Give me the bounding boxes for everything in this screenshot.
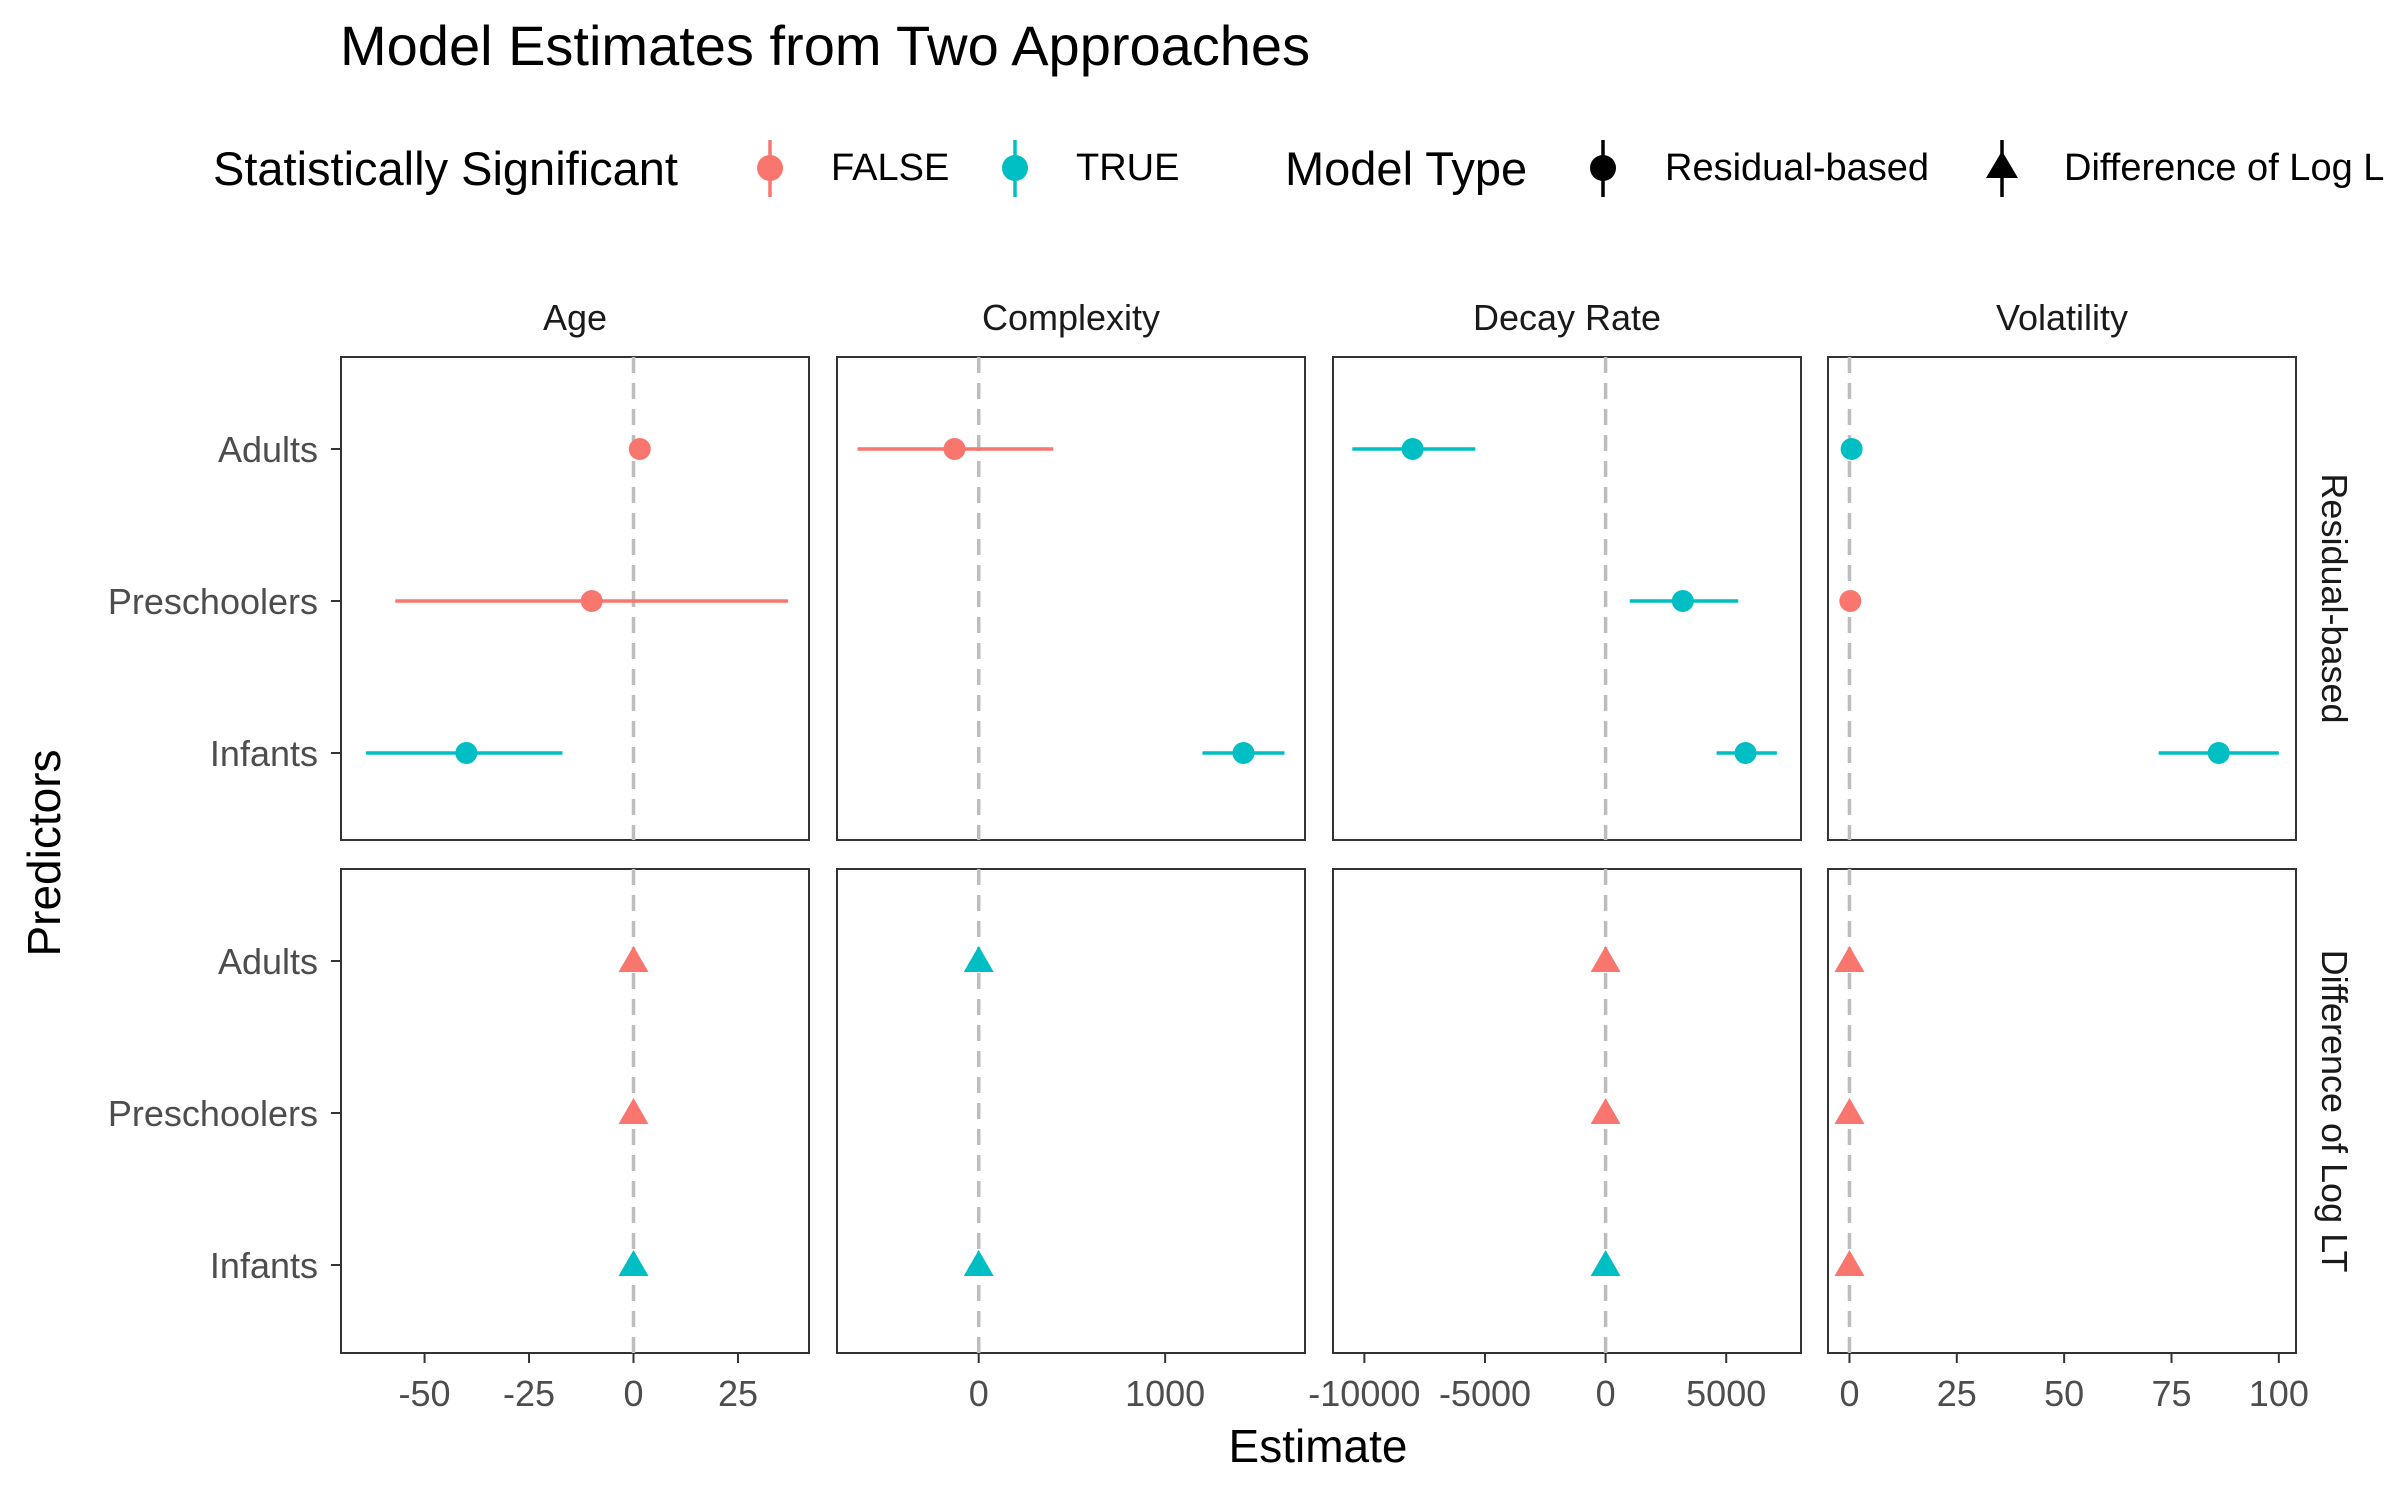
y-tick-label-0-adults: Adults <box>218 429 318 470</box>
legend-title-model-type: Model Type <box>1285 142 1527 195</box>
legend-label-false: FALSE <box>831 147 949 189</box>
point-volatility-residual-based-adults <box>1840 438 1863 460</box>
point-volatility-difference-of-log-lt-adults <box>1834 946 1865 972</box>
legend-key-residual-point <box>1590 155 1616 181</box>
panel-decay-rate-residual-based <box>1332 356 1802 841</box>
panel-decay-rate-difference-of-log-lt <box>1332 868 1802 1354</box>
legend-key-false-point <box>757 155 783 181</box>
y-tick-label-0-infants: Infants <box>210 733 318 774</box>
point-decay-rate-difference-of-log-lt-infants <box>1590 1250 1621 1276</box>
legend-key-false <box>757 140 783 197</box>
x-axis-title: Estimate <box>1229 1420 1408 1472</box>
point-complexity-residual-based-infants <box>1232 742 1255 764</box>
legend-key-true <box>1002 140 1028 197</box>
x-tick-label-decay-rate-1: -5000 <box>1439 1373 1531 1414</box>
panel-complexity-residual-based <box>836 356 1306 841</box>
x-tick-label-complexity-0: 0 <box>969 1373 989 1414</box>
point-age-difference-of-log-lt-preschoolers <box>618 1098 649 1124</box>
point-decay-rate-residual-based-preschoolers <box>1671 590 1694 612</box>
point-volatility-difference-of-log-lt-preschoolers <box>1834 1098 1865 1124</box>
point-volatility-difference-of-log-lt-infants <box>1834 1250 1865 1276</box>
x-tick-label-decay-rate-0: -10000 <box>1308 1373 1420 1414</box>
panel-complexity-difference-of-log-lt <box>836 868 1306 1354</box>
y-tick-label-1-preschoolers: Preschoolers <box>108 1093 318 1134</box>
x-tick-label-decay-rate-2: 0 <box>1596 1373 1616 1414</box>
x-tick-label-decay-rate-3: 5000 <box>1686 1373 1766 1414</box>
legend-label-residual: Residual-based <box>1665 147 1929 189</box>
point-volatility-residual-based-preschoolers <box>1839 590 1862 612</box>
panel-age-residual-based <box>340 356 810 841</box>
y-tick-label-1-adults: Adults <box>218 941 318 982</box>
x-tick-label-age-0: -50 <box>399 1373 451 1414</box>
point-decay-rate-difference-of-log-lt-preschoolers <box>1590 1098 1621 1124</box>
y-axis-title: Predictors <box>18 749 70 956</box>
point-age-residual-based-adults <box>628 438 651 460</box>
point-volatility-residual-based-infants <box>2207 742 2230 764</box>
legend-key-difference <box>1986 140 2018 197</box>
y-tick-label-1-infants: Infants <box>210 1245 318 1286</box>
point-decay-rate-residual-based-infants <box>1734 742 1757 764</box>
point-decay-rate-residual-based-adults <box>1401 438 1424 460</box>
chart-title: Model Estimates from Two Approaches <box>340 14 1310 77</box>
panel-volatility-residual-based <box>1827 356 2297 841</box>
x-tick-label-volatility-4: 100 <box>2249 1373 2309 1414</box>
x-tick-label-volatility-2: 50 <box>2044 1373 2084 1414</box>
legend-key-difference-point <box>1986 151 2018 178</box>
x-tick-label-age-1: -25 <box>503 1373 555 1414</box>
legend: Statistically Significant FALSE TRUE Mod… <box>213 140 2384 197</box>
point-complexity-difference-of-log-lt-infants <box>963 1250 994 1276</box>
legend-label-true: TRUE <box>1076 147 1179 189</box>
row-strip-label-residual-based: Residual-based <box>2314 473 2355 723</box>
strip-label-volatility: Volatility <box>1996 297 2128 338</box>
strip-label-decay-rate: Decay Rate <box>1473 297 1661 338</box>
strip-label-complexity: Complexity <box>982 297 1160 338</box>
x-tick-label-volatility-1: 25 <box>1937 1373 1977 1414</box>
legend-label-difference: Difference of Log L <box>2064 147 2384 189</box>
point-complexity-difference-of-log-lt-adults <box>963 946 994 972</box>
strip-label-age: Age <box>543 297 607 338</box>
legend-title-significance: Statistically Significant <box>213 142 678 195</box>
point-age-residual-based-infants <box>455 742 478 764</box>
x-tick-label-volatility-0: 0 <box>1839 1373 1859 1414</box>
legend-key-residual <box>1590 140 1616 197</box>
x-tick-label-age-2: 0 <box>623 1373 643 1414</box>
point-age-difference-of-log-lt-infants <box>618 1250 649 1276</box>
panel-volatility-difference-of-log-lt <box>1827 868 2297 1354</box>
x-tick-label-complexity-1: 1000 <box>1125 1373 1205 1414</box>
y-tick-label-0-preschoolers: Preschoolers <box>108 581 318 622</box>
point-complexity-residual-based-adults <box>943 438 966 460</box>
panel-age-difference-of-log-lt <box>340 868 810 1354</box>
point-age-difference-of-log-lt-adults <box>618 946 649 972</box>
x-tick-label-volatility-3: 75 <box>2151 1373 2191 1414</box>
point-age-residual-based-preschoolers <box>580 590 603 612</box>
x-tick-label-age-3: 25 <box>718 1373 758 1414</box>
legend-key-true-point <box>1002 155 1028 181</box>
point-decay-rate-difference-of-log-lt-adults <box>1590 946 1621 972</box>
row-strip-label-difference-of-log-lt: Difference of Log LT <box>2314 950 2355 1273</box>
